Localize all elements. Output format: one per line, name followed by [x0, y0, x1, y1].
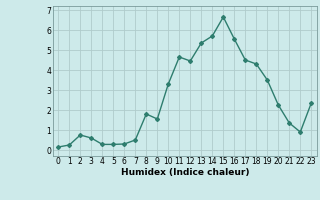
X-axis label: Humidex (Indice chaleur): Humidex (Indice chaleur) [121, 168, 249, 177]
